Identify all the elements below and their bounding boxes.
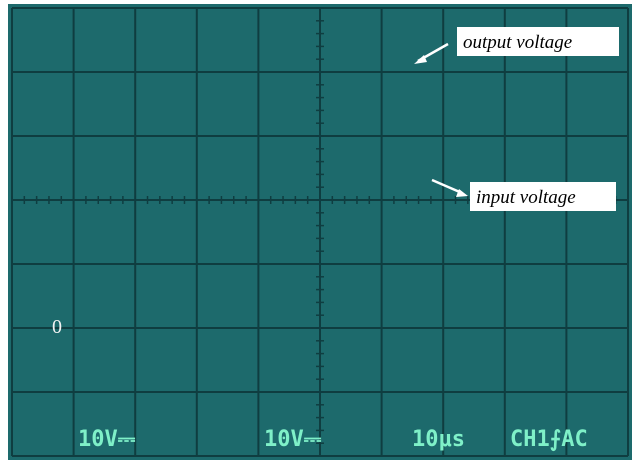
output-label: output voltage (463, 32, 572, 53)
time-scale: 10μs (412, 427, 465, 452)
ch2-scale: 10V⎓ (264, 427, 322, 452)
input-label: input voltage (476, 187, 576, 208)
trigger-info: CH1⨍AC (510, 427, 588, 452)
oscilloscope-screen: output voltage input voltage 0 10V⎓ 10V⎓… (0, 0, 636, 466)
zero-marker: 0 (52, 316, 62, 338)
ch1-scale: 10V⎓ (78, 427, 136, 452)
